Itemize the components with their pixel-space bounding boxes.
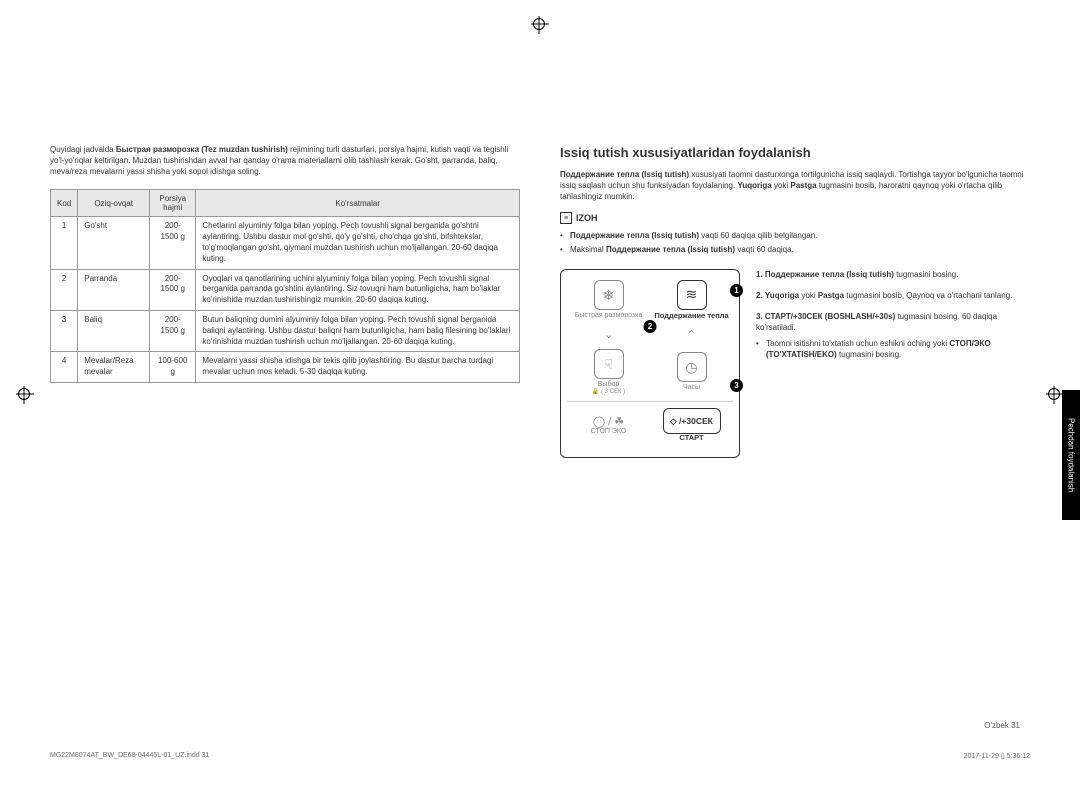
panel-row-arrows: ⌄ ⌃ 2	[567, 326, 733, 343]
crop-mark-top	[533, 18, 547, 32]
cell-kod: 2	[51, 269, 78, 310]
cell-food: Parranda	[78, 269, 150, 310]
table-row: 3 Baliq 200-1500 g Butun baliqning dumin…	[51, 310, 520, 351]
steps-list: 1. Поддержание тепла (Issiq tutish) tugm…	[756, 269, 1030, 370]
marker-3: 3	[730, 379, 743, 392]
page-number: O'zbek 31	[984, 721, 1020, 730]
panel-row-3: ◯ / ☘ СТОП ЭКО ◇ /+30СЕК СТАРТ	[567, 406, 733, 444]
cell-portion: 200-1500 g	[150, 217, 196, 269]
intro-text: Quyidagi jadvalda Быстрая разморозка (Te…	[50, 145, 520, 177]
panel-stop: ◯ / ☘ СТОП ЭКО	[567, 413, 650, 438]
footer-date: 2017-11-29 ▯ 5:36:12	[964, 752, 1030, 760]
marker-2: 2	[644, 320, 657, 333]
crop-mark-left	[18, 388, 32, 402]
panel-row-1: ❄ Быстрая разморозка ≋ Поддержание тепла…	[567, 278, 733, 322]
snowflake-icon: ❄	[594, 280, 624, 310]
footer: MG22M8074AT_BW_DE68-04445L-01_UZ.indd 31…	[50, 752, 1030, 760]
table-row: 4 Mevalar/Reza mevalar 100-600 g Mevalar…	[51, 352, 520, 383]
marker-1: 1	[730, 284, 743, 297]
start-box: ◇ /+30СЕК	[663, 408, 721, 434]
th-food: Oziq-ovqat	[78, 190, 150, 217]
side-tab: Pechdan foydalanish	[1062, 390, 1080, 520]
stop-eco-icon: ◯ / ☘	[567, 415, 650, 428]
right-column: Issiq tutish xususiyatlaridan foydalanis…	[560, 145, 1030, 458]
chevron-down-icon: ⌄	[567, 326, 650, 343]
page-content: Quyidagi jadvalda Быстрая разморозка (Te…	[0, 0, 1080, 498]
cell-kod: 4	[51, 352, 78, 383]
izoh-bullets: Поддержание тепла (Issiq tutish) vaqti 6…	[560, 230, 1030, 254]
cell-portion: 200-1500 g	[150, 269, 196, 310]
step-item: 2. Yuqoriga yoki Pastga tugmasini bosib,…	[756, 290, 1030, 301]
th-instr: Ko'rsatmalar	[196, 190, 520, 217]
step-sub: Taomni isitishni to'xtatish uchun eshikn…	[756, 338, 1030, 360]
section-para: Поддержание тепла (Issiq tutish) xususiy…	[560, 170, 1030, 202]
hand-icon: ☟	[594, 349, 624, 379]
cell-instr: Mevalarni yassi shisha idishga bir tekis…	[196, 352, 520, 383]
table-row: 2 Parranda 200-1500 g Oyoqlari va qanotl…	[51, 269, 520, 310]
panel-defrost: ❄ Быстрая разморозка	[567, 278, 650, 322]
bullet-item: Поддержание тепла (Issiq tutish) vaqti 6…	[560, 230, 1030, 241]
cell-instr: Butun baliqning dumini alyuminiy folga b…	[196, 310, 520, 351]
keepwarm-icon: ≋	[677, 280, 707, 310]
table-header-row: Kod Oziq-ovqat Porsiya hajmi Ko'rsatmala…	[51, 190, 520, 217]
panel-row-2: ☟ Выбор 🔒 ( 3 СЕК ) ◷ Часы 3	[567, 347, 733, 397]
defrost-table: Kod Oziq-ovqat Porsiya hajmi Ko'rsatmala…	[50, 189, 520, 383]
cell-instr: Chetlarini alyuminiy folga bilan yoping.…	[196, 217, 520, 269]
panel-select: ☟ Выбор 🔒 ( 3 СЕК )	[567, 347, 650, 397]
izoh-heading: ≡ IZOH	[560, 212, 1030, 224]
cell-portion: 100-600 g	[150, 352, 196, 383]
cell-portion: 200-1500 g	[150, 310, 196, 351]
section-heading: Issiq tutish xususiyatlaridan foydalanis…	[560, 145, 1030, 160]
panel-clock: ◷ Часы 3	[650, 350, 733, 394]
step-item: 3. СТАРТ/+30СЕК (BOSHLASH/+30s) tugmasin…	[756, 311, 1030, 360]
table-row: 1 Go'sht 200-1500 g Chetlarini alyuminiy…	[51, 217, 520, 269]
cell-kod: 1	[51, 217, 78, 269]
step-item: 1. Поддержание тепла (Issiq tutish) tugm…	[756, 269, 1030, 280]
chevron-up-icon: ⌃	[650, 326, 733, 343]
footer-file: MG22M8074AT_BW_DE68-04445L-01_UZ.indd 31	[50, 752, 209, 760]
crop-mark-right	[1048, 388, 1062, 402]
panel-start: ◇ /+30СЕК СТАРТ	[650, 406, 733, 444]
note-icon: ≡	[560, 212, 572, 224]
bullet-item: Maksimal Поддержание тепла (Issiq tutish…	[560, 244, 1030, 255]
panel-keepwarm: ≋ Поддержание тепла 1	[650, 278, 733, 322]
cell-instr: Oyoqlari va qanotlarining uchini alyumin…	[196, 269, 520, 310]
cell-food: Baliq	[78, 310, 150, 351]
cell-kod: 3	[51, 310, 78, 351]
clock-icon: ◷	[677, 352, 707, 382]
cell-food: Mevalar/Reza mevalar	[78, 352, 150, 383]
steps-row: ❄ Быстрая разморозка ≋ Поддержание тепла…	[560, 269, 1030, 458]
panel-divider	[567, 401, 733, 402]
th-portion: Porsiya hajmi	[150, 190, 196, 217]
control-panel: ❄ Быстрая разморозка ≋ Поддержание тепла…	[560, 269, 740, 458]
left-column: Quyidagi jadvalda Быстрая разморозка (Te…	[50, 145, 520, 458]
th-kod: Kod	[51, 190, 78, 217]
cell-food: Go'sht	[78, 217, 150, 269]
